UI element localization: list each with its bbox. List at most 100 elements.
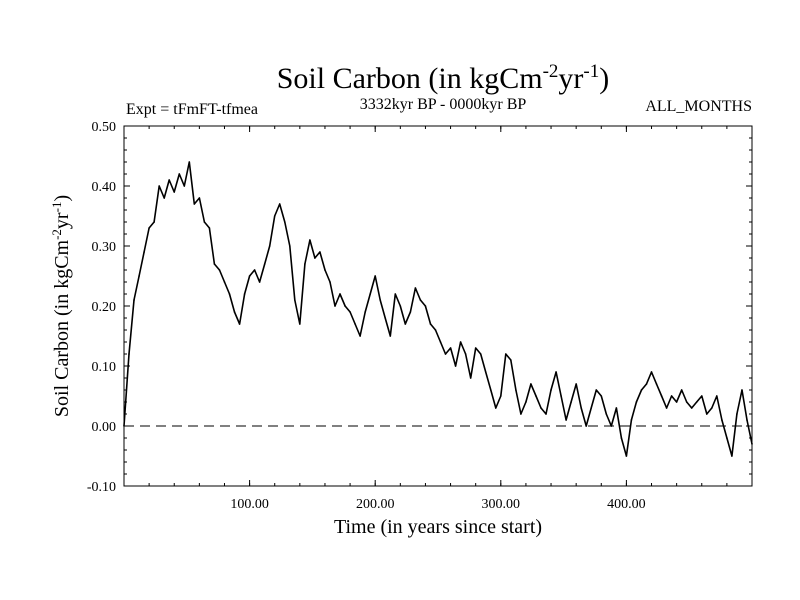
data-point: [153, 221, 155, 223]
series-0: [123, 161, 753, 457]
data-point: [695, 401, 698, 403]
data-point: [163, 197, 165, 199]
data-point: [263, 263, 266, 265]
data-point: [364, 311, 366, 313]
data-point: [575, 383, 577, 385]
x-tick-label: 200.00: [356, 497, 395, 512]
data-point: [268, 245, 271, 247]
data-point: [751, 443, 753, 445]
data-point: [640, 389, 643, 391]
data-point: [314, 257, 316, 259]
data-point: [394, 293, 397, 295]
data-point: [123, 425, 125, 427]
data-point: [520, 413, 522, 415]
data-point: [515, 389, 517, 391]
data-point: [133, 299, 135, 301]
data-point: [223, 281, 226, 283]
data-point: [384, 317, 387, 319]
data-point: [550, 389, 552, 391]
data-point: [726, 437, 728, 439]
data-point: [248, 275, 251, 277]
data-point: [590, 407, 593, 409]
data-point: [138, 275, 140, 277]
data-point: [193, 203, 196, 205]
data-point: [630, 419, 633, 421]
chart-title-sup2: -1: [583, 61, 599, 82]
data-point: [414, 287, 417, 289]
data-point: [449, 347, 452, 349]
data-point: [228, 293, 231, 295]
data-point: [148, 227, 150, 229]
data-point: [354, 323, 356, 325]
left-caption: Expt = tFmFT-tfmea: [126, 101, 258, 118]
data-point: [660, 395, 663, 397]
right-caption: ALL_MONTHS: [645, 98, 752, 115]
data-point: [288, 245, 291, 247]
data-point: [178, 173, 181, 175]
data-point: [294, 299, 296, 301]
data-point: [736, 413, 738, 415]
chart-title-prefix: Soil Carbon (in kgCm: [277, 62, 543, 95]
data-point: [464, 353, 467, 355]
data-point: [419, 299, 422, 301]
data-point: [610, 425, 613, 427]
data-point: [494, 407, 497, 409]
data-point: [700, 395, 703, 397]
data-point: [329, 281, 331, 283]
data-point: [253, 269, 256, 271]
data-point: [299, 323, 301, 325]
data-point: [505, 353, 507, 355]
data-point: [489, 389, 492, 391]
data-point: [243, 293, 246, 295]
data-point: [309, 239, 311, 241]
y-axis-label-middle: yr: [51, 212, 73, 229]
y-axis-label-suffix: ): [51, 195, 73, 202]
data-point: [685, 401, 688, 403]
data-point: [238, 323, 241, 325]
data-point: [711, 407, 713, 409]
y-axis-label-sup1: -2: [49, 229, 64, 240]
data-point: [278, 203, 281, 205]
data-point: [283, 221, 286, 223]
chart-title-suffix: ): [599, 62, 609, 95]
data-point: [670, 395, 673, 397]
data-point: [625, 455, 628, 457]
series-line: [123, 161, 753, 457]
data-point: [434, 329, 437, 331]
data-point: [680, 389, 683, 391]
data-point: [344, 305, 346, 307]
data-point: [208, 227, 211, 229]
y-tick-label: 0.50: [92, 120, 117, 135]
data-point: [500, 395, 502, 397]
data-point: [379, 299, 382, 301]
y-tick-label: 0.10: [92, 360, 117, 375]
data-point: [620, 437, 623, 439]
data-point: [173, 191, 176, 193]
center-caption: 3332kyr BP - 0000kyr BP: [360, 96, 527, 113]
data-point: [650, 371, 653, 373]
data-point: [213, 263, 216, 265]
data-point: [304, 263, 306, 265]
data-point: [705, 413, 708, 415]
data-point: [444, 353, 447, 355]
data-point: [183, 185, 186, 187]
data-point: [128, 353, 130, 355]
chart-title-middle: yr: [558, 62, 583, 95]
x-tick-label: 400.00: [607, 497, 646, 512]
data-point: [565, 419, 567, 421]
data-point: [580, 407, 582, 409]
data-point: [716, 395, 718, 397]
data-point: [334, 305, 336, 307]
data-point: [545, 413, 547, 415]
y-tick-label: 0.20: [92, 300, 117, 315]
data-point: [675, 401, 678, 403]
x-tick-label: 300.00: [482, 497, 521, 512]
data-point: [469, 377, 472, 379]
y-axis: -0.10 0.00 0.10 0.20 0.30 0.40 0.50: [87, 120, 752, 495]
data-point: [525, 401, 527, 403]
data-point: [595, 389, 598, 391]
y-axis-label-sup2: -1: [49, 202, 64, 213]
data-point: [324, 269, 326, 271]
y-tick-label: 0.40: [92, 180, 117, 195]
data-point: [560, 395, 562, 397]
